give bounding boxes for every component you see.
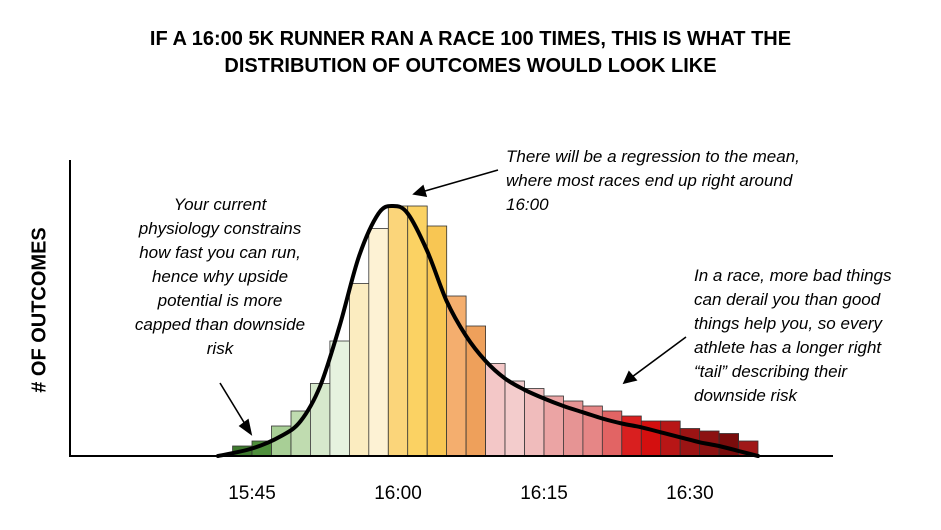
x-tick-label: 16:30 bbox=[666, 483, 714, 504]
histogram-bar bbox=[309, 383, 331, 457]
distribution-curve bbox=[216, 203, 760, 458]
histogram-bar bbox=[621, 415, 642, 457]
histogram-bar bbox=[329, 340, 350, 457]
arrow-right-head bbox=[622, 370, 638, 385]
annotation-left: Your current physiology constrains how f… bbox=[134, 195, 306, 358]
annotation-arrows bbox=[219, 169, 687, 436]
x-tick-label: 15:45 bbox=[228, 483, 276, 504]
arrow-left-head bbox=[238, 418, 253, 436]
title-line-1: IF A 16:00 5K RUNNER RAN A RACE 100 TIME… bbox=[149, 28, 792, 50]
histogram-bar bbox=[504, 380, 525, 457]
histogram-bar bbox=[348, 283, 370, 457]
histogram-bar bbox=[368, 228, 389, 457]
chart-title: IF A 16:00 5K RUNNER RAN A RACE 100 TIME… bbox=[0, 26, 941, 80]
arrow-top-head bbox=[412, 184, 428, 198]
annotation-right: In a race, more bad things can derail yo… bbox=[694, 266, 892, 405]
title-line-2: DISTRIBUTION OF OUTCOMES WOULD LOOK LIKE bbox=[224, 55, 717, 77]
x-tick-label: 16:00 bbox=[374, 483, 422, 504]
arrow-right-shaft bbox=[631, 336, 687, 378]
arrow-left-shaft bbox=[219, 382, 246, 425]
x-tick-labels: 15:45 16:00 16:15 16:30 bbox=[228, 483, 713, 504]
x-tick-label: 16:15 bbox=[520, 483, 568, 504]
histogram-bar bbox=[465, 325, 487, 457]
histogram-bar bbox=[387, 205, 409, 457]
annotation-top: There will be a regression to the mean, … bbox=[506, 147, 800, 214]
arrow-top-shaft bbox=[424, 169, 499, 192]
